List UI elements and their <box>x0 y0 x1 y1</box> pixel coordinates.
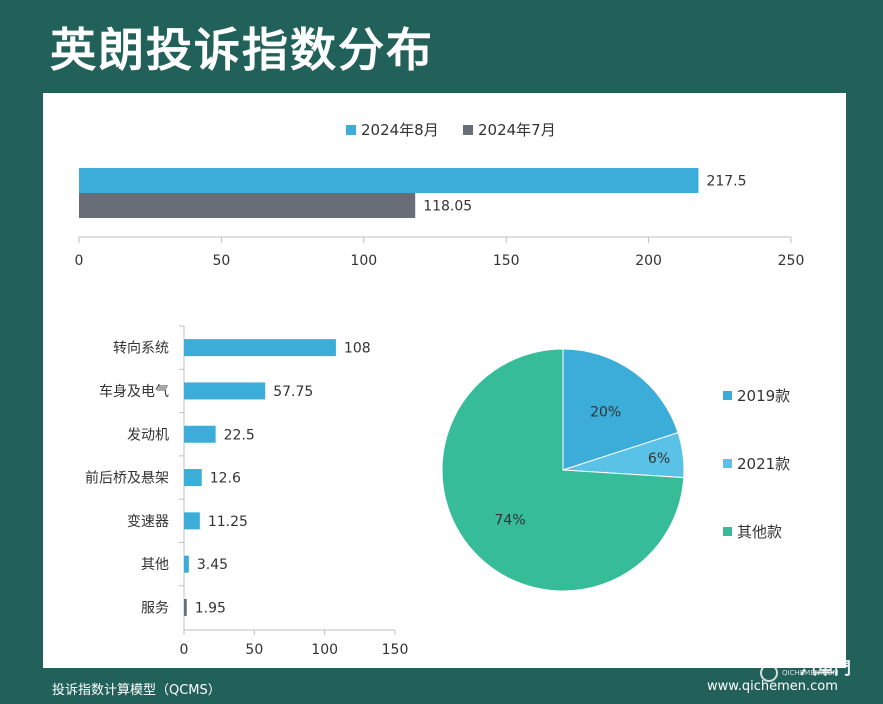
bar <box>184 382 266 400</box>
x-tick-label: 250 <box>778 253 805 269</box>
y-category-label: 转向系统 <box>113 341 169 357</box>
legend-label: 2024年7月 <box>478 121 556 139</box>
pie-slice <box>562 348 679 471</box>
legend-label: 2024年8月 <box>361 121 439 139</box>
x-tick-label: 0 <box>75 253 84 269</box>
monthly-comparison-chart: 2024年8月 2024年7月 217.5 118.05 0 50 100 150 200 250 <box>75 121 805 269</box>
watermark-brand: 汽車門 <box>800 659 851 679</box>
legend-swatch <box>723 527 732 536</box>
legend-swatch <box>346 125 356 135</box>
bar-value-label: 11.25 <box>208 514 248 530</box>
bar <box>184 469 202 487</box>
x-tick-label: 100 <box>350 253 377 269</box>
x-tick-label: 150 <box>493 253 520 269</box>
bar <box>184 555 189 573</box>
bar-value-label: 1.95 <box>195 600 226 616</box>
x-tick-label: 50 <box>212 253 230 269</box>
y-category-label: 前后桥及悬架 <box>85 470 169 487</box>
page-title: 英朗投诉指数分布 <box>50 23 434 77</box>
bar-value-label: 57.75 <box>273 384 313 400</box>
x-tick-label: 200 <box>635 253 662 269</box>
bar-value-label: 12.6 <box>210 471 241 487</box>
x-tick-label: 50 <box>245 642 263 658</box>
bar-value-label: 217.5 <box>706 174 746 190</box>
legend-swatch <box>723 391 732 400</box>
legend-swatch <box>463 125 473 135</box>
watermark-small: QICHEMEN.COM <box>782 669 839 677</box>
y-category-label: 发动机 <box>127 427 169 443</box>
y-category-label: 服务 <box>141 600 169 616</box>
bar-value-label: 3.45 <box>197 557 228 573</box>
footer-website[interactable]: www.qichemen.com <box>707 679 838 694</box>
footer-model-note: 投诉指数计算模型（QCMS） <box>52 683 221 698</box>
bar-value-label: 118.05 <box>423 199 472 215</box>
bar <box>184 339 336 357</box>
pie-slice-label: 74% <box>495 513 526 529</box>
y-category-label: 变速器 <box>127 514 169 530</box>
bar <box>184 598 187 616</box>
x-tick-label: 150 <box>382 642 409 658</box>
bar-value-label: 108 <box>344 341 371 357</box>
legend-swatch <box>723 459 732 468</box>
bar-value-label: 22.5 <box>224 427 255 443</box>
bar <box>184 425 216 443</box>
pie-slice <box>441 348 685 592</box>
component-bar-chart: 转向系统 108 车身及电气 57.75 发动机 22.5 前后桥及悬架 12.6 变速器 11.… <box>85 325 409 658</box>
legend-label: 其他款 <box>737 523 782 541</box>
pie-slice-label: 20% <box>590 404 621 420</box>
bar <box>184 512 200 530</box>
y-category-label: 其他 <box>141 557 169 573</box>
legend-label: 2019款 <box>737 387 790 405</box>
watermark-logo-icon <box>760 664 778 682</box>
x-tick-label: 100 <box>311 642 338 658</box>
legend-label: 2021款 <box>737 455 790 473</box>
bar <box>79 193 416 218</box>
y-category-label: 车身及电气 <box>99 383 169 400</box>
bar <box>79 168 699 193</box>
pie-slice-label: 6% <box>648 451 670 467</box>
x-tick-label: 0 <box>180 642 189 658</box>
